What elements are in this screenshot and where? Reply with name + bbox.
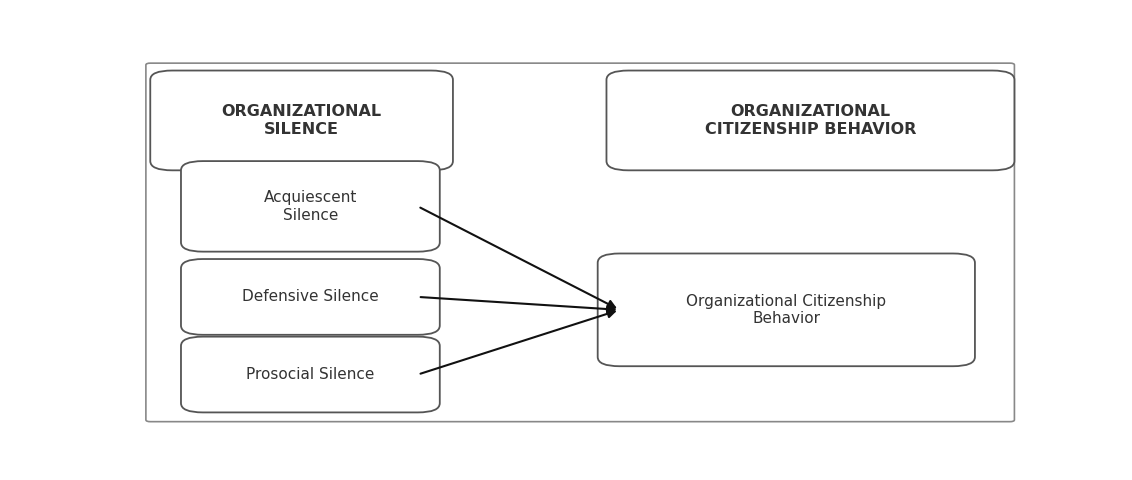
Text: Prosocial Silence: Prosocial Silence bbox=[246, 367, 375, 382]
FancyBboxPatch shape bbox=[598, 253, 975, 366]
Text: ORGANIZATIONAL
CITIZENSHIP BEHAVIOR: ORGANIZATIONAL CITIZENSHIP BEHAVIOR bbox=[705, 104, 916, 137]
FancyBboxPatch shape bbox=[181, 161, 439, 252]
Text: Organizational Citizenship
Behavior: Organizational Citizenship Behavior bbox=[686, 294, 886, 326]
FancyBboxPatch shape bbox=[607, 71, 1014, 170]
Text: Acquiescent
Silence: Acquiescent Silence bbox=[264, 190, 357, 223]
FancyBboxPatch shape bbox=[181, 336, 439, 412]
Text: Defensive Silence: Defensive Silence bbox=[242, 289, 379, 304]
FancyBboxPatch shape bbox=[146, 63, 1014, 421]
FancyBboxPatch shape bbox=[181, 259, 439, 335]
Text: ORGANIZATIONAL
SILENCE: ORGANIZATIONAL SILENCE bbox=[222, 104, 381, 137]
FancyBboxPatch shape bbox=[151, 71, 453, 170]
